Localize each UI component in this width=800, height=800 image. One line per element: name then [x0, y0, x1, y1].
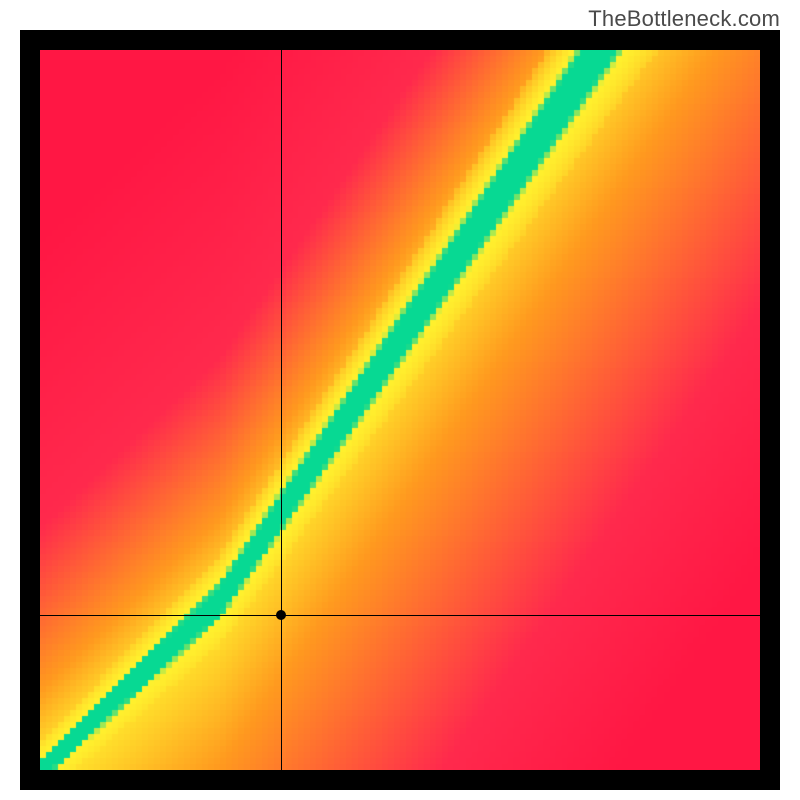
crosshair-vertical — [281, 50, 282, 770]
watermark-text: TheBottleneck.com — [588, 6, 780, 32]
plot-area — [40, 50, 760, 770]
crosshair-point — [276, 610, 286, 620]
plot-frame — [20, 30, 780, 790]
chart-container: TheBottleneck.com — [0, 0, 800, 800]
crosshair-horizontal — [40, 615, 760, 616]
heatmap-canvas — [40, 50, 760, 770]
